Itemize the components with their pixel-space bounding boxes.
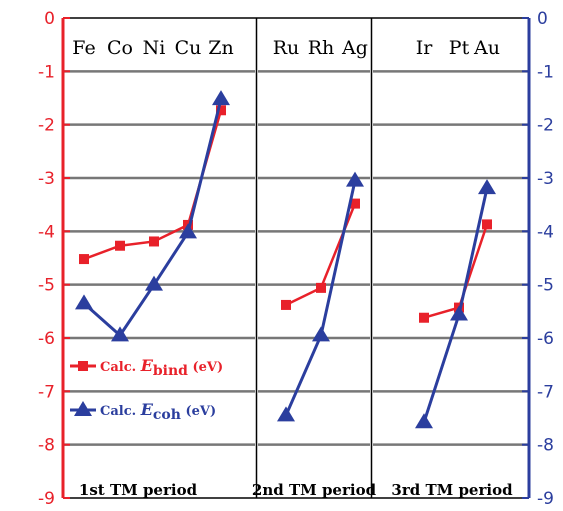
data-point bbox=[115, 240, 125, 251]
data-point bbox=[216, 105, 226, 116]
left-tick-label: -9 bbox=[38, 489, 55, 509]
right-tick-label: -6 bbox=[537, 329, 554, 349]
data-point bbox=[350, 198, 360, 209]
left-tick-label: -3 bbox=[38, 169, 55, 189]
period-label: 2nd TM period bbox=[252, 481, 377, 499]
data-point bbox=[415, 413, 433, 429]
left-tick-label: -4 bbox=[38, 222, 55, 242]
period-label: 3rd TM period bbox=[391, 481, 513, 499]
period-label: 1st TM period bbox=[79, 481, 198, 499]
right-tick-label: -3 bbox=[537, 169, 554, 189]
right-tick-label: 0 bbox=[537, 9, 548, 29]
left-tick-label: -7 bbox=[38, 382, 55, 402]
data-point bbox=[145, 275, 163, 291]
data-point bbox=[478, 179, 496, 195]
data-point bbox=[312, 326, 330, 342]
right-tick-label: -8 bbox=[537, 436, 554, 456]
legend-label: Calc. Ecoh (eV) bbox=[100, 400, 216, 423]
data-point bbox=[419, 312, 429, 323]
data-point bbox=[316, 282, 326, 293]
right-tick-label: -9 bbox=[537, 489, 554, 509]
data-point bbox=[179, 223, 197, 239]
element-label: Ir bbox=[416, 37, 434, 59]
data-point bbox=[346, 171, 364, 187]
element-label: Ni bbox=[143, 37, 166, 59]
data-point bbox=[74, 401, 92, 416]
element-label: Pt bbox=[449, 37, 470, 59]
right-tick-label: -5 bbox=[537, 276, 554, 296]
data-point bbox=[277, 406, 295, 422]
data-point bbox=[450, 305, 468, 321]
element-label: Au bbox=[473, 37, 500, 59]
element-label: Rh bbox=[308, 37, 335, 59]
legend-label: Calc. Ebind (eV) bbox=[100, 356, 223, 379]
right-tick-label: -2 bbox=[537, 116, 554, 136]
data-point bbox=[482, 219, 492, 230]
series-line bbox=[284, 180, 357, 416]
element-label: Ru bbox=[273, 37, 300, 59]
series-line bbox=[83, 98, 223, 338]
right-tick-label: -1 bbox=[537, 62, 554, 82]
left-tick-label: -5 bbox=[38, 276, 55, 296]
right-tick-label: -7 bbox=[537, 382, 554, 402]
data-point bbox=[75, 294, 93, 310]
left-tick-label: -6 bbox=[38, 329, 55, 349]
left-tick-label: -8 bbox=[38, 436, 55, 456]
element-label: Zn bbox=[208, 37, 233, 59]
data-point bbox=[149, 236, 159, 247]
data-point bbox=[79, 254, 89, 265]
left-tick-label: -2 bbox=[38, 116, 55, 136]
element-label: Co bbox=[107, 37, 133, 59]
data-point bbox=[111, 326, 129, 342]
data-point bbox=[212, 90, 230, 106]
element-label: Cu bbox=[175, 37, 202, 59]
data-point bbox=[281, 299, 291, 310]
right-tick-label: -4 bbox=[537, 222, 554, 242]
data-point bbox=[78, 361, 88, 371]
element-label: Ag bbox=[341, 37, 368, 59]
element-label: Fe bbox=[72, 37, 95, 59]
left-tick-label: -1 bbox=[38, 62, 55, 82]
left-tick-label: 0 bbox=[44, 9, 55, 29]
